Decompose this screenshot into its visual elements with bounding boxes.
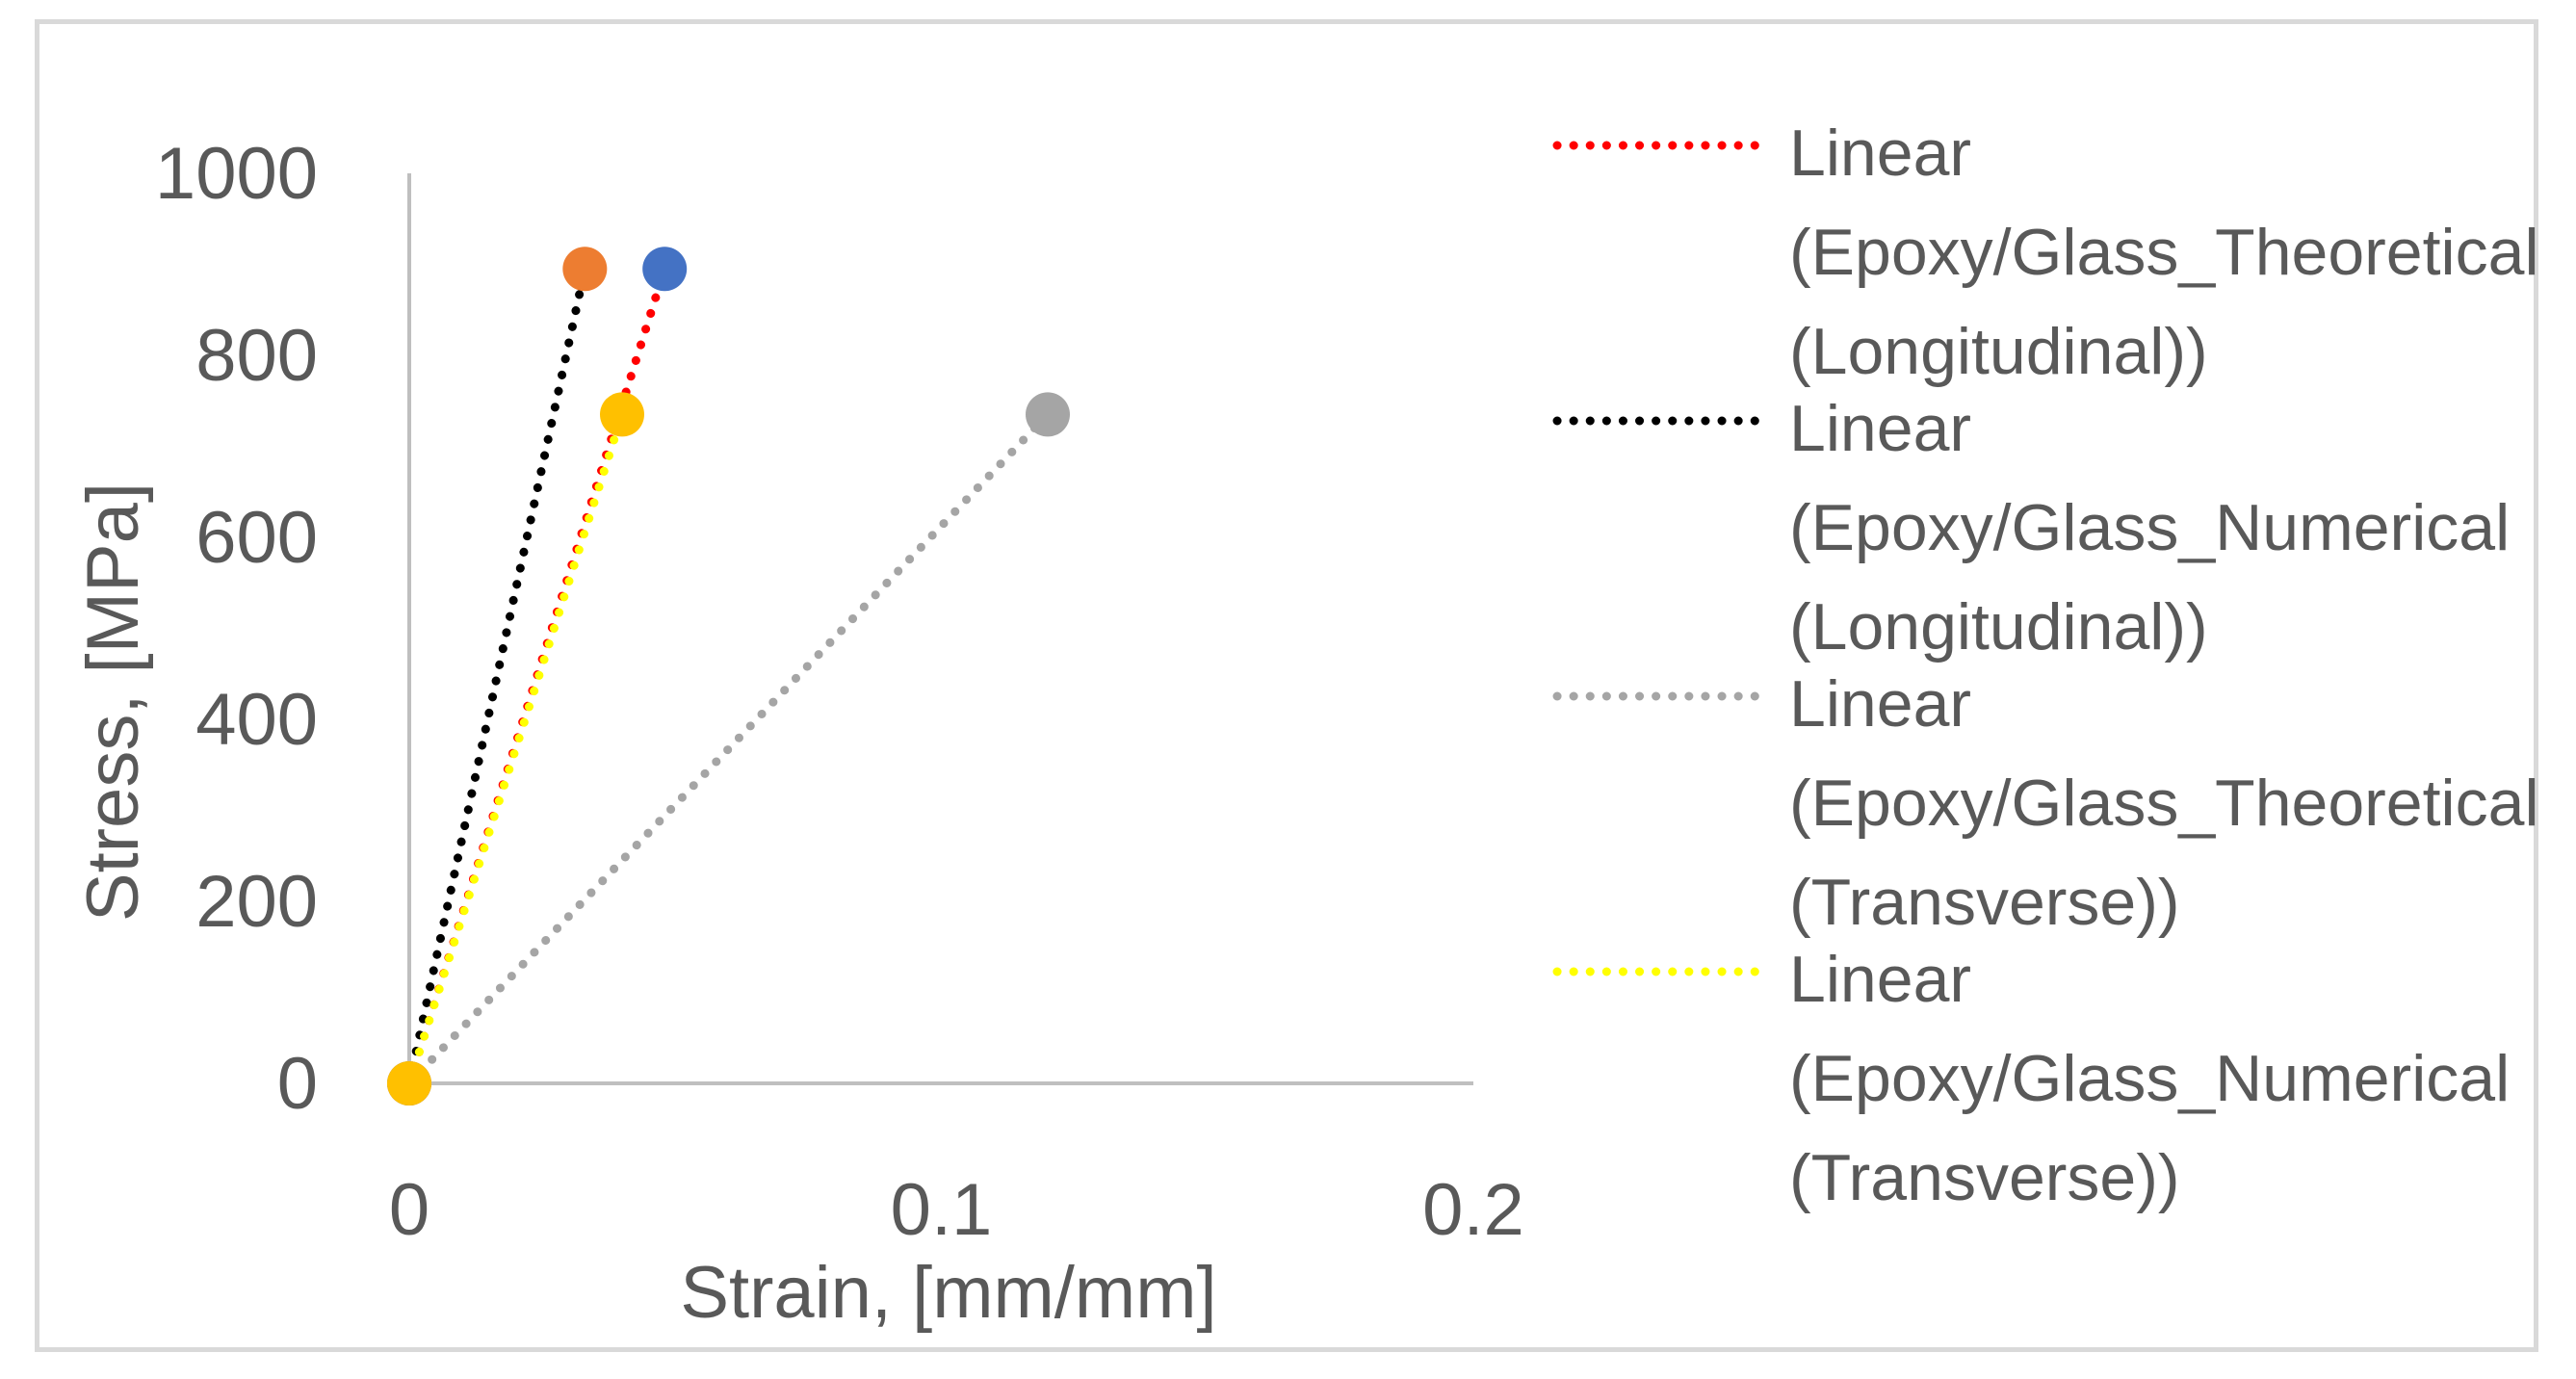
y-tick-label: 0	[277, 1043, 318, 1125]
data-point-s2-p1	[1026, 392, 1070, 437]
chart-frame	[35, 19, 2538, 1352]
x-axis-title: Strain, [mm/mm]	[680, 1252, 1216, 1334]
y-tick-label: 400	[195, 679, 318, 761]
trendline-2	[404, 409, 1053, 1088]
legend-item: Linear (Epoxy/Glass_Theoretical (Transve…	[1541, 655, 2542, 939]
legend-item: Linear (Epoxy/Glass_Numerical (Transvers…	[1541, 930, 2542, 1214]
legend-label: Linear (Epoxy/Glass_Theoretical (Transve…	[1789, 667, 2539, 939]
y-tick-label: 800	[195, 315, 318, 397]
y-axis-title: Stress, [MPa]	[72, 482, 154, 922]
legend-swatch	[1552, 967, 1764, 976]
data-markers	[387, 247, 1070, 1106]
legend: Linear (Epoxy/Glass_Theoretical (Longitu…	[1541, 104, 2542, 1214]
trendline-1	[404, 264, 589, 1088]
trendline-3	[404, 409, 627, 1088]
data-point-s3-p0	[387, 1061, 431, 1106]
legend-swatch	[1552, 416, 1764, 426]
legend-label: Linear (Epoxy/Glass_Numerical (Longitudi…	[1789, 392, 2511, 663]
legend-item: Linear (Epoxy/Glass_Numerical (Longitudi…	[1541, 379, 2542, 663]
x-tick-label: 0	[389, 1169, 429, 1251]
y-tick-label: 200	[195, 861, 318, 943]
y-tick-label: 1000	[155, 133, 318, 215]
legend-swatch	[1552, 691, 1764, 701]
data-point-s3-p1	[600, 392, 644, 437]
x-tick-label: 0.2	[1422, 1169, 1524, 1251]
data-point-s1-p1	[562, 247, 608, 292]
legend-item: Linear (Epoxy/Glass_Theoretical (Longitu…	[1541, 104, 2542, 388]
legend-label: Linear (Epoxy/Glass_Theoretical (Longitu…	[1789, 117, 2539, 388]
trendlines	[404, 264, 1053, 1088]
legend-label: Linear (Epoxy/Glass_Numerical (Transvers…	[1789, 943, 2511, 1214]
data-point-s0-p1	[642, 247, 688, 292]
tick-labels: 0 0.1 0.2 0 200 400 600 800 1000	[155, 133, 1524, 1251]
x-tick-label: 0.1	[891, 1169, 993, 1251]
axes	[407, 173, 1473, 1085]
legend-swatch	[1552, 141, 1764, 150]
y-tick-label: 600	[195, 497, 318, 579]
